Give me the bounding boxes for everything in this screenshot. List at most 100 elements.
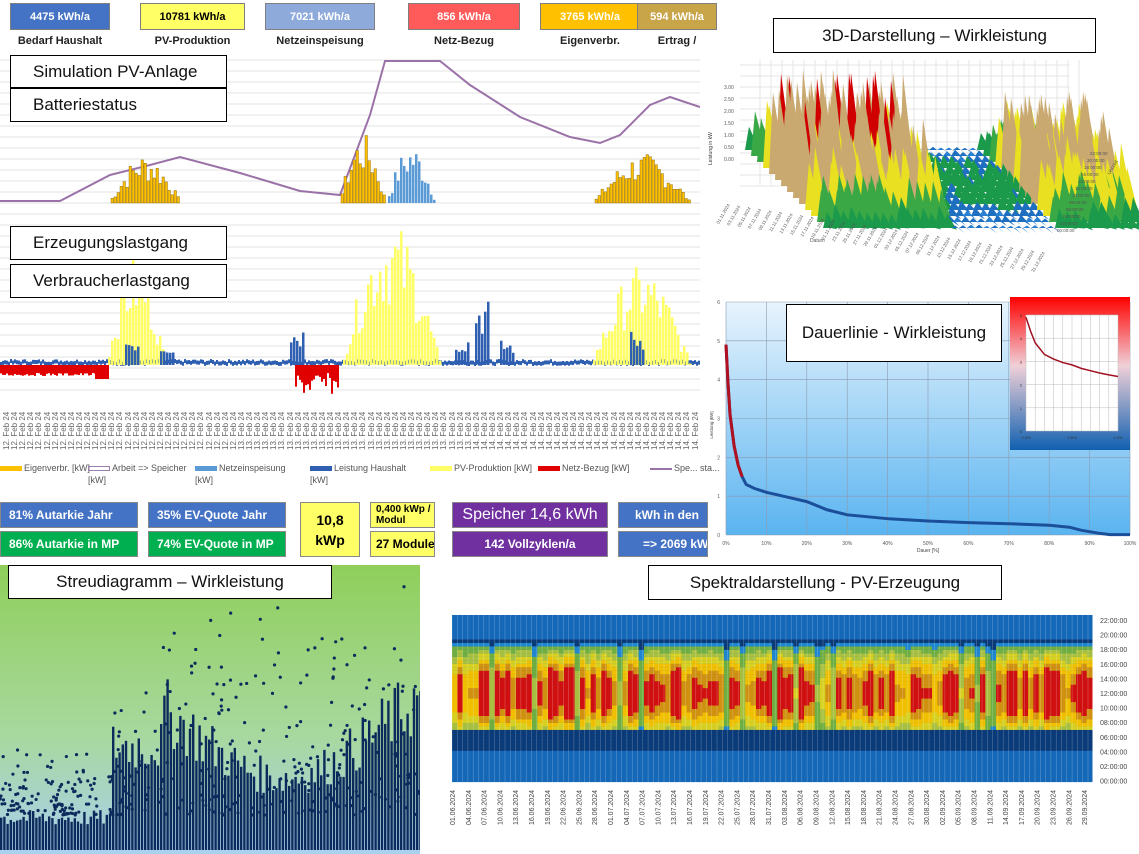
heatmap-cell — [633, 681, 640, 685]
heatmap-cell — [612, 754, 618, 758]
heatmap-cell — [606, 674, 613, 678]
heatmap-cell — [532, 708, 538, 713]
heatmap-cell — [516, 660, 522, 664]
heatmap-cell — [484, 674, 490, 678]
heatmap-cell — [692, 614, 698, 619]
heatmap-cell — [734, 733, 741, 737]
household-bar — [38, 359, 40, 364]
heatmap-cell — [510, 719, 517, 723]
scatter-point — [21, 786, 25, 790]
scatter-point — [12, 808, 16, 812]
heatmap-cell — [462, 632, 469, 636]
heatmap-cell — [644, 747, 650, 751]
heatmap-cell — [580, 614, 586, 619]
heatmap-cell — [590, 733, 597, 737]
heatmap-cell — [761, 614, 768, 619]
scatter-point — [219, 698, 224, 702]
heatmap-cell — [729, 719, 736, 723]
heatmap-cell — [724, 695, 730, 699]
self-consumption-bar — [633, 179, 637, 204]
heatmap-cell — [692, 660, 698, 664]
heatmap-cell — [660, 642, 666, 647]
kpi-value: 7021 kWh/a — [265, 3, 375, 30]
scatter-point — [58, 809, 62, 813]
heatmap-cell — [516, 649, 522, 654]
heatmap-cell — [574, 712, 581, 716]
heatmap-cell — [772, 708, 778, 713]
scatter-point — [236, 811, 240, 815]
heatmap-cell — [542, 754, 549, 758]
heatmap-cell — [574, 750, 581, 755]
grid-draw-bar — [295, 365, 297, 387]
heatmap-cell — [617, 642, 624, 647]
heatmap-cell — [729, 733, 736, 737]
heatmap-cell — [564, 743, 570, 748]
heatmap-cell — [708, 691, 714, 696]
heatmap-cell — [718, 674, 725, 678]
heatmap-cell — [590, 618, 597, 623]
pv-bar — [352, 334, 355, 365]
heatmap-cell — [526, 684, 533, 689]
heatmap-cell — [473, 681, 480, 685]
heatmap-cell — [457, 618, 464, 623]
heatmap-cell — [681, 726, 688, 730]
heatmap-cell — [494, 754, 501, 758]
heatmap-cell — [628, 705, 634, 710]
heatmap-cell — [489, 663, 496, 668]
heatmap-cell — [484, 670, 490, 675]
scatter-point — [217, 711, 221, 715]
heatmap-cell — [596, 719, 602, 723]
heatmap-cell — [457, 701, 464, 706]
feed-in-bar — [388, 196, 391, 203]
heatmap-cell — [740, 618, 746, 623]
heatmap-cell — [516, 670, 522, 675]
heatmap-cell — [564, 681, 570, 685]
heatmap-cell — [478, 621, 485, 626]
heatmap-cell — [590, 726, 597, 730]
heatmap-cell — [612, 757, 618, 762]
heatmap-cell — [532, 733, 538, 737]
heatmap-cell — [617, 688, 624, 692]
heatmap-cell — [521, 726, 528, 730]
household-bar — [696, 361, 698, 366]
heatmap-cell — [548, 667, 554, 671]
grid-draw-bar — [18, 365, 20, 375]
scatter-point — [406, 776, 410, 780]
heatmap-cell — [462, 663, 469, 668]
heatmap-cell — [468, 691, 474, 696]
heatmap-cell — [697, 660, 704, 664]
heatmap-cell — [686, 681, 693, 685]
pv-bar — [156, 344, 159, 365]
heatmap-cell — [644, 677, 650, 682]
heatmap-cell — [553, 750, 560, 755]
heatmap-cell — [718, 642, 725, 647]
heatmap-cell — [740, 674, 746, 678]
heatmap-cell — [516, 722, 522, 727]
heatmap-cell — [516, 653, 522, 657]
feed-in-bar — [433, 199, 436, 203]
heatmap-cell — [468, 642, 474, 647]
heatmap-cell — [702, 729, 709, 734]
x-tick-label: 30% — [842, 541, 853, 547]
heatmap-cell — [654, 726, 661, 730]
heatmap-cell — [729, 656, 736, 661]
scatter-point — [199, 793, 203, 797]
scatter-point — [326, 743, 330, 747]
scatter-point — [7, 783, 12, 787]
heatmap-cell — [729, 660, 736, 664]
heatmap-cell — [713, 754, 720, 758]
scatter-column — [364, 740, 368, 850]
heatmap-cell — [484, 747, 490, 751]
heatmap-cell — [617, 635, 624, 640]
heatmap-cell — [473, 632, 480, 636]
scatter-point — [228, 678, 233, 682]
heatmap-cell — [617, 646, 624, 650]
heatmap-cell — [745, 708, 752, 713]
heatmap-cell — [724, 740, 730, 744]
scatter-point — [116, 748, 120, 752]
heatmap-cell — [622, 698, 629, 703]
heatmap-cell — [681, 768, 688, 772]
heatmap-cell — [692, 691, 698, 696]
pv-bar — [129, 308, 132, 365]
scatter-column — [265, 764, 268, 850]
